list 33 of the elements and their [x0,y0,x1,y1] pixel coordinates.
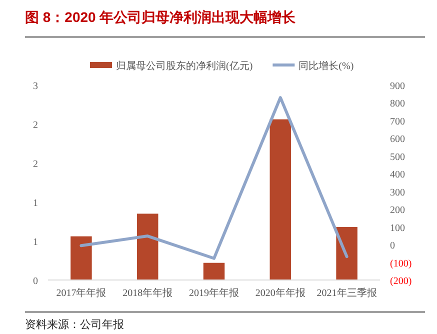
bar [270,119,292,280]
y2-tick-label: 400 [390,170,405,181]
chart-title: 图 8：2020 年公司归母净利润出现大幅增长 [25,9,297,25]
y2-tick-label: (200) [390,276,412,287]
x-tick-label: 2019年年报 [189,287,239,299]
x-tick-label: 2017年年报 [56,287,106,299]
legend-label: 归属母公司股东的净利润(亿元) [116,60,253,72]
y-tick-label: 0 [33,276,38,287]
line-series [80,96,348,260]
y2-tick-label: 100 [390,222,405,234]
x-tick-label: 2021年三季报 [316,287,377,299]
y2-tick-label: 700 [390,116,405,128]
legend-label: 同比增长(%) [298,60,354,72]
bar [336,226,358,280]
y2-tick-label: 300 [390,187,405,198]
bar [70,236,92,280]
x-tick-label: 2020年年报 [255,287,306,299]
y-tick-label: 1 [33,237,38,248]
bar [203,262,225,280]
y-tick-label: 3 [33,81,38,92]
y-tick-label: 2 [33,120,38,131]
y2-tick-label: (100) [390,258,412,270]
y2-tick-label: 0 [390,240,395,252]
y2-tick-label: 600 [390,134,405,146]
text: 资料来源：公司年报 [25,318,124,331]
y-tick-label: 1 [33,198,38,209]
y2-tick-label: 500 [390,152,405,163]
y2-tick-label: 800 [390,98,405,110]
bar [136,214,158,280]
x-tick-label: 2018年年报 [122,287,173,299]
y-tick-label: 2 [33,159,38,170]
y2-tick-label: 900 [390,81,405,92]
y2-tick-label: 200 [390,205,405,216]
